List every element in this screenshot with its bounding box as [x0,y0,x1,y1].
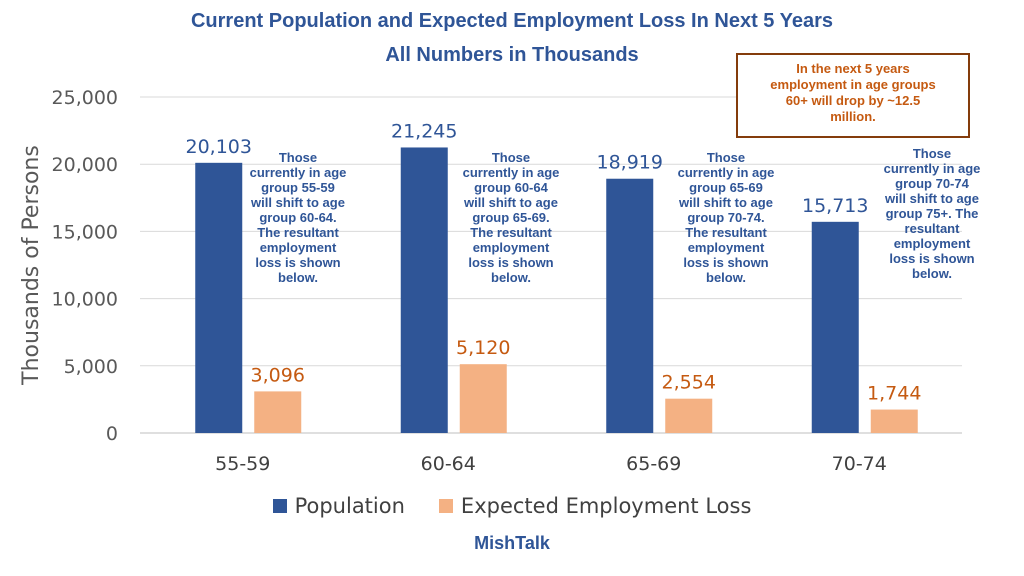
legend: Population Expected Employment Loss [0,494,1024,518]
chart-title: Current Population and Expected Employme… [190,10,833,32]
credit-text: MishTalk [474,533,550,553]
data-label: 18,919 [597,152,663,174]
callout-box: In the next 5 years employment in age gr… [736,53,970,138]
y-tick-label: 10,000 [52,289,118,311]
bar-population [811,221,859,433]
y-tick-label: 15,000 [52,221,118,243]
bar-employment-loss [665,398,713,433]
x-tick-label: 60-64 [421,453,476,475]
bar-chart: Thousands of Persons 0 5,000 10,000 15,000 2… [19,87,962,475]
data-label: 2,554 [662,372,716,394]
legend-swatch-employment-loss [438,499,453,513]
y-tick-label: 25,000 [52,87,118,109]
legend-swatch-population [272,499,287,513]
data-label: 21,245 [391,120,457,142]
data-label: 15,713 [802,195,868,217]
x-tick-label: 70-74 [832,453,887,475]
bar-employment-loss [870,409,918,433]
legend-item-population: Population [272,494,405,518]
data-label: 1,744 [867,383,921,405]
bar-population [195,162,243,433]
y-axis-label: Thousands of Persons [19,145,44,386]
legend-label-employment-loss: Expected Employment Loss [460,494,752,518]
annotation-60-64: Those currently in age group 60-64 will … [462,150,560,285]
legend-item-employment-loss: Expected Employment Loss [438,494,752,518]
x-tick-label: 65-69 [626,453,681,475]
bar-employment-loss [459,364,507,433]
y-tick-label: 0 [106,423,118,445]
y-tick-label: 5,000 [64,356,118,378]
bar-employment-loss [254,391,302,433]
callout-text: In the next 5 years employment in age gr… [770,61,936,124]
annotation-70-74: Those currently in age group 70-74 will … [883,146,981,281]
data-label: 5,120 [456,337,510,359]
legend-label-population: Population [294,494,405,518]
data-label: 3,096 [251,364,305,386]
bar-population [606,178,654,433]
chart-subtitle: All Numbers in Thousands [385,44,639,66]
data-label: 20,103 [186,136,252,158]
annotation-65-69: Those currently in age group 65-69 will … [677,150,775,285]
annotation-55-59: Those currently in age group 55-59 will … [249,150,347,285]
bar-population [400,147,448,433]
y-tick-label: 20,000 [52,154,118,176]
x-tick-label: 55-59 [215,453,270,475]
